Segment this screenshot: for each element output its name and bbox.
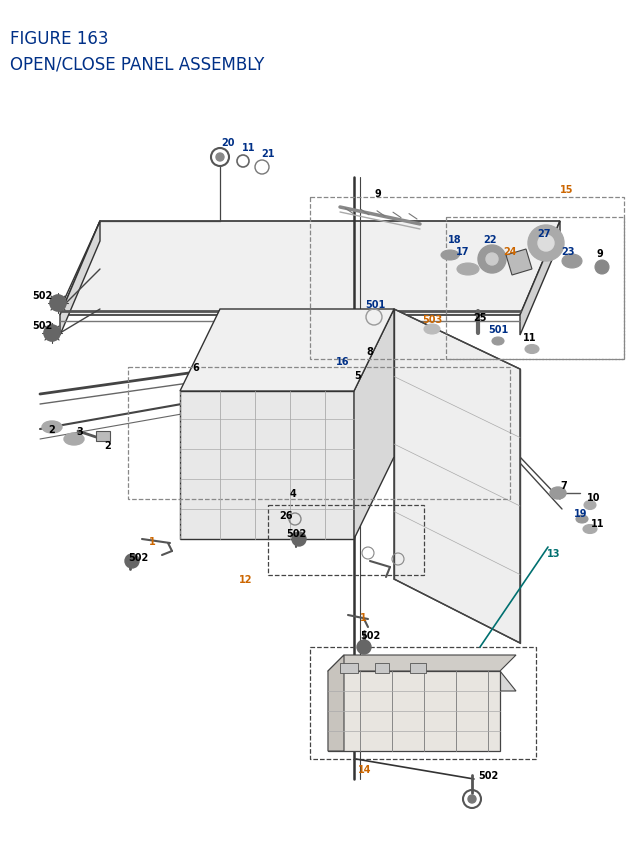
Circle shape	[486, 254, 498, 266]
Text: 22: 22	[483, 235, 497, 245]
Text: 8: 8	[367, 347, 373, 356]
Ellipse shape	[441, 251, 459, 261]
Text: 17: 17	[456, 247, 470, 257]
Polygon shape	[328, 672, 500, 751]
Text: 502: 502	[360, 630, 380, 641]
Ellipse shape	[64, 433, 84, 445]
Circle shape	[538, 236, 554, 251]
Text: 13: 13	[547, 548, 561, 558]
Polygon shape	[328, 655, 516, 672]
Text: 502: 502	[286, 529, 306, 538]
Text: FIGURE 163: FIGURE 163	[10, 30, 109, 48]
Circle shape	[216, 154, 224, 162]
Text: 11: 11	[591, 518, 605, 529]
Circle shape	[125, 554, 139, 568]
Text: 4: 4	[290, 488, 296, 499]
Text: 10: 10	[588, 492, 601, 503]
Bar	[410, 663, 426, 673]
Text: 26: 26	[279, 511, 292, 520]
Ellipse shape	[492, 338, 504, 345]
Text: 14: 14	[358, 764, 372, 774]
Polygon shape	[506, 250, 532, 276]
Text: 18: 18	[448, 235, 462, 245]
Text: 503: 503	[422, 314, 442, 325]
Circle shape	[478, 245, 506, 274]
Text: 25: 25	[473, 313, 487, 323]
Circle shape	[595, 261, 609, 275]
Text: 7: 7	[561, 480, 568, 491]
Ellipse shape	[424, 325, 440, 335]
Text: 1: 1	[148, 536, 156, 547]
Text: 3: 3	[77, 426, 83, 437]
Polygon shape	[60, 222, 100, 336]
Circle shape	[357, 641, 371, 654]
Text: 1: 1	[360, 612, 366, 623]
Text: 502: 502	[478, 770, 498, 780]
Text: 20: 20	[221, 138, 235, 148]
Text: 11: 11	[243, 143, 256, 152]
Text: 9: 9	[374, 189, 381, 199]
Text: 21: 21	[261, 149, 275, 158]
Text: 502: 502	[32, 291, 52, 300]
Ellipse shape	[457, 263, 479, 276]
Circle shape	[292, 532, 306, 547]
Polygon shape	[394, 310, 520, 643]
Ellipse shape	[562, 255, 582, 269]
Text: OPEN/CLOSE PANEL ASSEMBLY: OPEN/CLOSE PANEL ASSEMBLY	[10, 55, 264, 73]
Polygon shape	[328, 655, 344, 751]
Polygon shape	[354, 310, 394, 539]
Polygon shape	[180, 310, 394, 392]
Text: 501: 501	[365, 300, 385, 310]
Text: 12: 12	[239, 574, 253, 585]
Text: 2: 2	[104, 441, 111, 450]
Text: 6: 6	[193, 362, 200, 373]
Text: 19: 19	[574, 508, 588, 518]
Text: 5: 5	[355, 370, 362, 381]
Ellipse shape	[550, 487, 566, 499]
Ellipse shape	[576, 516, 588, 523]
Bar	[375, 663, 389, 673]
Text: 24: 24	[503, 247, 516, 257]
Text: 11: 11	[524, 332, 537, 343]
Bar	[96, 431, 110, 442]
Text: 15: 15	[560, 185, 573, 195]
Text: 27: 27	[537, 229, 551, 238]
Text: 501: 501	[488, 325, 508, 335]
Text: 2: 2	[49, 424, 56, 435]
Ellipse shape	[583, 525, 597, 534]
Polygon shape	[60, 222, 560, 316]
Text: 9: 9	[596, 249, 604, 258]
Text: 502: 502	[32, 320, 52, 331]
Text: 502: 502	[128, 553, 148, 562]
Bar	[340, 663, 358, 673]
Ellipse shape	[584, 501, 596, 510]
Text: 23: 23	[561, 247, 575, 257]
Ellipse shape	[42, 422, 62, 433]
Polygon shape	[180, 392, 354, 539]
Circle shape	[44, 325, 60, 342]
Circle shape	[468, 795, 476, 803]
Polygon shape	[520, 222, 560, 336]
Circle shape	[50, 295, 66, 312]
Text: 16: 16	[336, 356, 349, 367]
Ellipse shape	[525, 345, 539, 354]
Polygon shape	[328, 672, 516, 691]
Circle shape	[528, 226, 564, 262]
